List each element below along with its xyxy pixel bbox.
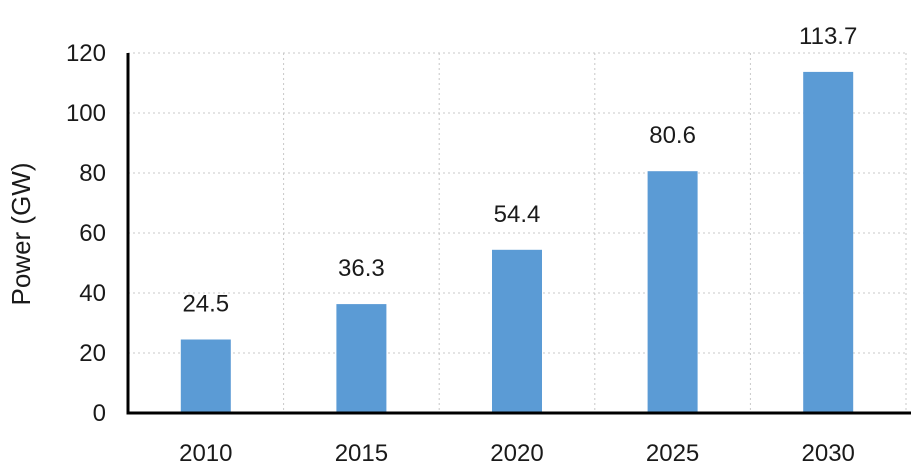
x-tick-label-2030: 2030: [802, 440, 855, 467]
x-tick-label-2010: 2010: [179, 440, 232, 467]
data-label-2030: 113.7: [799, 23, 857, 50]
x-tick-label-2020: 2020: [490, 440, 543, 467]
bar-2020: [492, 249, 542, 413]
y-tick-label: 100: [66, 100, 106, 127]
bar-2015: [336, 304, 387, 413]
x-tick-label-2025: 2025: [646, 440, 699, 467]
x-tick-label-2015: 2015: [335, 440, 388, 467]
y-tick-label: 40: [79, 280, 106, 307]
y-tick-label: 80: [79, 160, 106, 187]
data-label-2010: 24.5: [182, 291, 229, 318]
y-tick-label: 120: [66, 40, 106, 67]
bar-2025: [647, 171, 698, 413]
data-label-2015: 36.3: [338, 255, 385, 282]
grid-layer: [128, 52, 907, 413]
bar-2030: [803, 71, 854, 414]
data-label-2025: 80.6: [649, 122, 696, 149]
labels-layer: 0 20 40 60 80 100 120 24.5 2010 36.3 2015 54.4 2020 8…: [66, 23, 857, 467]
bars-layer: [180, 71, 854, 414]
y-axis-title: Power (GW): [6, 163, 36, 306]
axes-layer: [126, 53, 911, 415]
data-label-2020: 54.4: [494, 201, 541, 228]
y-tick-label: 60: [79, 220, 106, 247]
bar-2010: [180, 339, 231, 413]
y-tick-label: 20: [79, 340, 106, 367]
y-tick-label: 0: [93, 400, 106, 427]
